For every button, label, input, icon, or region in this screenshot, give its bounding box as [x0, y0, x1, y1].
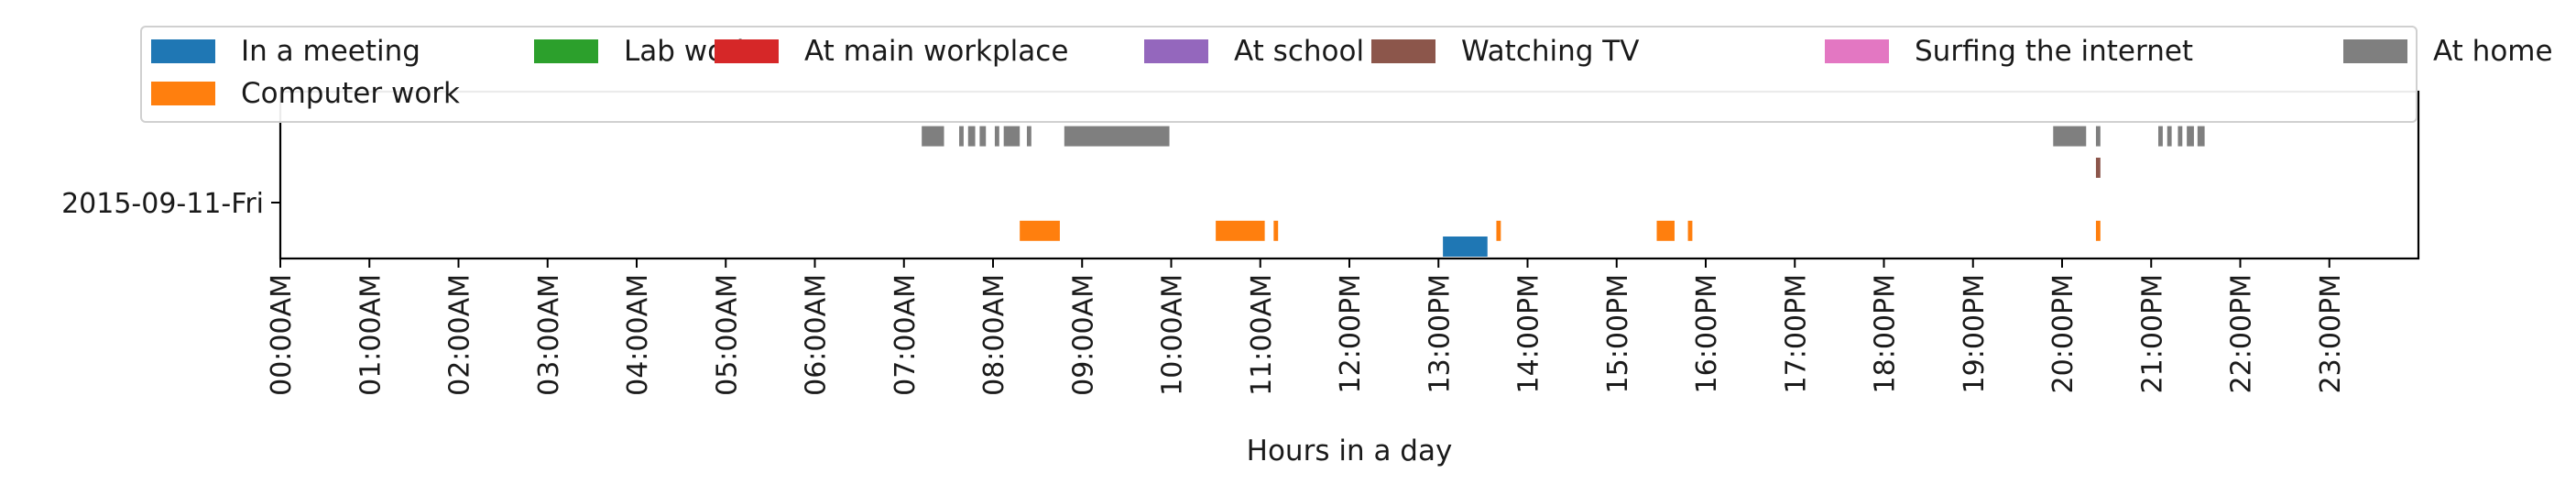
activity-bar-computer-work: [1496, 220, 1501, 241]
activity-bar-at-home: [994, 126, 999, 147]
legend-swatch: [2343, 39, 2407, 63]
legend-label: Computer work: [241, 77, 460, 110]
x-tick-label: 22:00PM: [2226, 274, 2258, 393]
activity-bar-computer-work: [1216, 220, 1265, 241]
activity-bar-computer-work: [1020, 220, 1060, 241]
x-axis-ticks: 00:00AM 01:00AM 02:00AM 03:00AM 04:00AM 05:00…: [266, 258, 2347, 396]
x-tick-label: 18:00PM: [1870, 274, 1902, 393]
activity-bar-at-home: [2053, 126, 2087, 147]
legend-item: Computer work: [151, 77, 460, 110]
legend-item: Watching TV: [1371, 35, 1640, 68]
x-tick-label: 00:00AM: [266, 274, 298, 396]
x-tick-label: 07:00AM: [890, 274, 922, 396]
legend-item: At home: [2343, 35, 2553, 68]
activity-bar-in-a-meeting: [1443, 236, 1488, 257]
x-tick-label: 01:00AM: [355, 274, 387, 396]
x-axis-label: Hours in a day: [1247, 434, 1453, 468]
legend-item: In a meeting: [151, 35, 420, 68]
activity-bar-computer-work: [2095, 220, 2101, 241]
x-tick-label: 21:00PM: [2136, 274, 2168, 393]
legend-swatch: [715, 39, 779, 63]
x-tick-label: 19:00PM: [1959, 274, 1991, 393]
x-tick-label: 16:00PM: [1691, 274, 1723, 393]
legend-label: At school: [1234, 35, 1365, 68]
x-tick-label: 15:00PM: [1602, 274, 1634, 393]
legend-label: In a meeting: [241, 35, 420, 68]
x-tick-label: 23:00PM: [2315, 274, 2347, 393]
activity-bar-at-home: [2197, 126, 2205, 147]
x-tick-label: 14:00PM: [1513, 274, 1545, 393]
activity-bar-at-home: [922, 126, 944, 147]
x-tick-label: 12:00PM: [1335, 274, 1367, 393]
x-tick-label: 03:00AM: [533, 274, 565, 396]
activity-bar-at-home: [1003, 126, 1021, 147]
activity-bar-at-home: [1064, 126, 1170, 147]
activity-bar-at-home: [967, 126, 976, 147]
x-tick-label: 17:00PM: [1780, 274, 1812, 393]
y-axis-ticks: 2015-09-11-Fri: [61, 188, 280, 220]
legend-label: At home: [2433, 35, 2553, 68]
activity-bar-at-home: [2187, 126, 2194, 147]
legend-label: Surfing the internet: [1915, 35, 2194, 68]
activity-bar-at-home: [1026, 126, 1031, 147]
activity-bar-computer-work: [1656, 220, 1675, 241]
x-tick-label: 08:00AM: [978, 274, 1010, 396]
activity-bar-at-home: [979, 126, 987, 147]
legend-swatch: [534, 39, 598, 63]
x-tick-label: 20:00PM: [2047, 274, 2079, 393]
x-tick-label: 11:00AM: [1246, 274, 1278, 396]
legend-label: At main workplace: [804, 35, 1069, 68]
x-tick-label: 04:00AM: [622, 274, 654, 396]
legend-item: At main workplace: [715, 35, 1069, 68]
legend-swatch: [151, 82, 215, 105]
legend-swatch: [1825, 39, 1889, 63]
activity-bar-computer-work: [1687, 220, 1693, 241]
legend-item: Surfing the internet: [1825, 35, 2194, 68]
legend-swatch: [1371, 39, 1435, 63]
x-tick-label: 13:00PM: [1424, 274, 1456, 393]
x-tick-label: 06:00AM: [801, 274, 833, 396]
legend-label: Watching TV: [1461, 35, 1640, 68]
activity-bar-at-home: [2178, 126, 2183, 147]
x-tick-label: 10:00AM: [1157, 274, 1189, 396]
legend-item: At school: [1144, 35, 1365, 68]
legend: In a meeting Computer work Lab work At main…: [140, 26, 2553, 123]
activity-bar-at-home: [2095, 126, 2101, 147]
activity-bar-at-home: [2158, 126, 2163, 147]
x-tick-label: 05:00AM: [711, 274, 743, 396]
x-tick-label: 02:00AM: [444, 274, 476, 396]
activity-bar-computer-work: [1273, 220, 1279, 241]
legend-swatch: [151, 39, 215, 63]
activity-bar-watching-tv: [2095, 158, 2101, 178]
activity-bars: [922, 126, 2205, 257]
activity-bar-at-home: [2167, 126, 2172, 147]
y-tick-label: 2015-09-11-Fri: [61, 188, 264, 220]
x-tick-label: 09:00AM: [1067, 274, 1099, 396]
legend-swatch: [1144, 39, 1208, 63]
activity-bar-at-home: [959, 126, 964, 147]
